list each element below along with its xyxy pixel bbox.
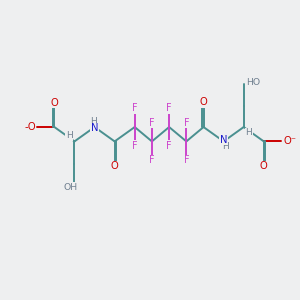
Text: N: N (220, 135, 227, 145)
Text: F: F (149, 118, 155, 128)
Text: -O: -O (24, 122, 36, 132)
Text: F: F (149, 155, 155, 165)
Text: F: F (184, 118, 189, 128)
Text: O⁻: O⁻ (284, 136, 297, 146)
Text: O: O (50, 98, 58, 108)
Text: H: H (66, 131, 73, 140)
Text: OH: OH (64, 183, 78, 192)
Text: F: F (167, 103, 172, 113)
Text: F: F (167, 141, 172, 151)
Text: O: O (200, 97, 207, 107)
Text: F: F (184, 155, 189, 165)
Text: HO: HO (247, 78, 261, 87)
Text: F: F (132, 141, 137, 151)
Text: O: O (260, 161, 268, 171)
Text: F: F (132, 103, 137, 113)
Text: O: O (111, 161, 119, 171)
Text: H: H (90, 117, 97, 126)
Text: H: H (245, 128, 252, 137)
Text: N: N (91, 124, 98, 134)
Text: H: H (222, 142, 228, 151)
